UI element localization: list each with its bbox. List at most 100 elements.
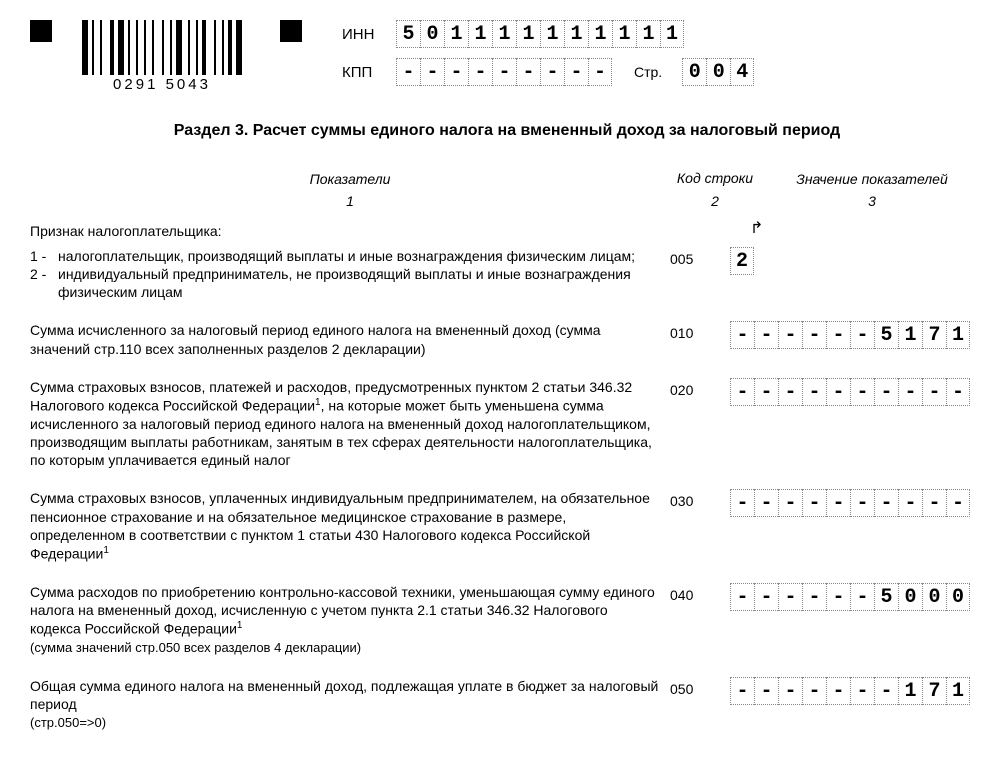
value-cell: -: [922, 489, 946, 517]
value-cell: -: [754, 378, 778, 406]
row-040: Сумма расходов по приобретению контрольн…: [30, 583, 984, 657]
form-header: 0291 5043 ИНН 501111111111 КПП ---------…: [30, 20, 984, 92]
value-cell: -: [826, 583, 850, 611]
value-cell: -: [850, 489, 874, 517]
row-005-value: 2: [730, 247, 984, 275]
value-cell: -: [826, 378, 850, 406]
row-040-desc: Сумма расходов по приобретению контрольн…: [30, 583, 670, 657]
value-cell: -: [564, 58, 588, 86]
section-title: Раздел 3. Расчет суммы единого налога на…: [30, 122, 984, 140]
value-cell: -: [778, 321, 802, 349]
value-cell: -: [730, 583, 754, 611]
row-050-code: 050: [670, 677, 730, 697]
row-005: 1 -налогоплательщик, производящий выплат…: [30, 247, 984, 302]
value-cell: -: [802, 583, 826, 611]
barcode-bars: [82, 20, 242, 75]
value-cell: -: [420, 58, 444, 86]
value-cell: -: [826, 489, 850, 517]
value-cell: -: [802, 489, 826, 517]
value-cell: 5: [396, 20, 420, 48]
inn-label: ИНН: [342, 26, 382, 43]
value-cell: -: [874, 378, 898, 406]
row-005-code: 005: [670, 247, 730, 267]
row-010-code: 010: [670, 321, 730, 341]
value-cell: 7: [922, 321, 946, 349]
value-cell: -: [802, 321, 826, 349]
value-cell: -: [802, 378, 826, 406]
row-020-value: ----------: [730, 378, 984, 406]
row-010-desc: Сумма исчисленного за налоговый период е…: [30, 321, 670, 357]
value-cell: -: [588, 58, 612, 86]
value-cell: -: [946, 489, 970, 517]
value-cell: -: [874, 677, 898, 705]
col-heading-2: Код строки: [670, 170, 760, 187]
row-040-code: 040: [670, 583, 730, 603]
col-num-3: 3: [760, 193, 984, 209]
value-cell: 1: [898, 677, 922, 705]
value-cell: -: [850, 378, 874, 406]
column-headings: Показатели Код строки Значение показател…: [30, 170, 984, 187]
value-cell: 1: [946, 677, 970, 705]
kpp-value: ---------: [396, 58, 612, 86]
value-cell: 1: [612, 20, 636, 48]
value-cell: 1: [492, 20, 516, 48]
row-005-item: 2 -индивидуальный предприниматель, не пр…: [30, 265, 660, 301]
row-020-desc: Сумма страховых взносов, платежей и расх…: [30, 378, 670, 470]
value-cell: 2: [730, 247, 754, 275]
value-cell: 1: [516, 20, 540, 48]
row-010: Сумма исчисленного за налоговый период е…: [30, 321, 984, 357]
col-num-2: 2: [670, 193, 760, 209]
barcode-text: 0291 5043: [113, 77, 211, 92]
value-cell: -: [850, 321, 874, 349]
row-005-options: 1 -налогоплательщик, производящий выплат…: [30, 247, 660, 302]
row-050-desc: Общая сумма единого налога на вмененный …: [30, 677, 670, 732]
inn-value: 501111111111: [396, 20, 684, 48]
value-cell: 1: [588, 20, 612, 48]
row-030: Сумма страховых взносов, уплаченных инди…: [30, 489, 984, 562]
row-030-value: ----------: [730, 489, 984, 517]
value-cell: 1: [636, 20, 660, 48]
value-cell: -: [946, 378, 970, 406]
row-020: Сумма страховых взносов, платежей и расх…: [30, 378, 984, 470]
value-cell: 1: [898, 321, 922, 349]
col-num-1: 1: [30, 193, 670, 209]
value-cell: -: [516, 58, 540, 86]
value-cell: -: [444, 58, 468, 86]
id-block: ИНН 501111111111 КПП --------- Стр. 004: [342, 20, 754, 86]
value-cell: -: [730, 378, 754, 406]
value-cell: -: [754, 489, 778, 517]
value-cell: -: [730, 321, 754, 349]
value-cell: -: [754, 321, 778, 349]
value-cell: 1: [540, 20, 564, 48]
row-020-code: 020: [670, 378, 730, 398]
value-cell: 0: [922, 583, 946, 611]
marker-square-left: [30, 20, 52, 42]
value-cell: 5: [874, 583, 898, 611]
col-heading-3: Значение показателей: [760, 171, 984, 187]
value-cell: -: [874, 489, 898, 517]
row-050: Общая сумма единого налога на вмененный …: [30, 677, 984, 732]
value-cell: -: [826, 677, 850, 705]
value-cell: 1: [946, 321, 970, 349]
value-cell: -: [826, 321, 850, 349]
value-cell: -: [778, 378, 802, 406]
value-cell: -: [492, 58, 516, 86]
value-cell: -: [778, 677, 802, 705]
row-050-value: -------171: [730, 677, 984, 705]
value-cell: -: [898, 378, 922, 406]
value-cell: -: [730, 677, 754, 705]
row-040-value: ------5000: [730, 583, 984, 611]
value-cell: -: [754, 677, 778, 705]
value-cell: -: [540, 58, 564, 86]
value-cell: 1: [564, 20, 588, 48]
value-cell: 0: [898, 583, 922, 611]
col-heading-1: Показатели: [30, 171, 670, 187]
value-cell: -: [754, 583, 778, 611]
value-cell: -: [850, 677, 874, 705]
marker-square-right: [280, 20, 302, 42]
value-cell: -: [468, 58, 492, 86]
column-numbers: 1 2 3: [30, 193, 984, 209]
page-number: 004: [682, 58, 754, 86]
barcode: 0291 5043: [82, 20, 242, 92]
row-030-desc: Сумма страховых взносов, уплаченных инди…: [30, 489, 670, 562]
